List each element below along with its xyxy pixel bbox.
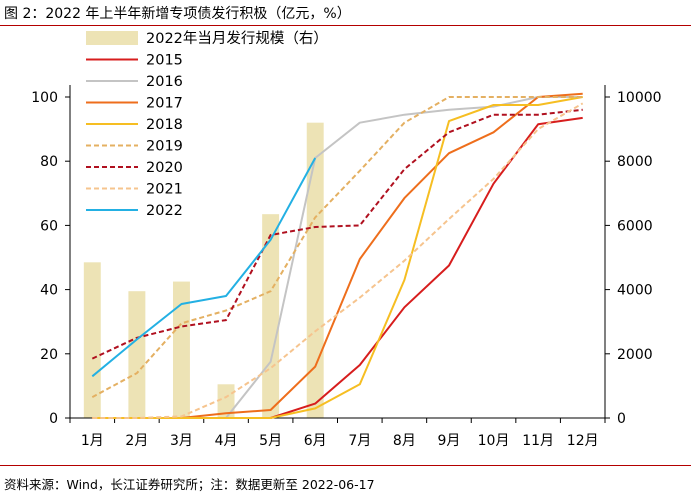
source-note: 资料来源：Wind，长江证券研究所；注：数据更新至 2022-06-17 (4, 477, 375, 492)
x-tick-label: 1月 (81, 433, 104, 449)
y-left-tick-label: 20 (40, 347, 58, 363)
legend-label-bars: 2022年当月发行规模（右） (146, 30, 328, 47)
y-right-tick-label: 6000 (617, 218, 653, 234)
x-tick-label: 2月 (125, 433, 148, 449)
x-tick-label: 5月 (259, 433, 282, 449)
y-left-tick-label: 80 (40, 154, 58, 170)
y-left-tick-label: 0 (49, 411, 58, 427)
x-tick-label: 8月 (393, 433, 416, 449)
series-line-2018 (92, 96, 583, 419)
x-tick-label: 10月 (478, 433, 510, 449)
legend-label-2020: 2020 (146, 160, 183, 176)
axes-layer: 0 20 40 60 80 100 0 2000 4000 6000 8000 10000 1月 2月 3月… (31, 85, 662, 449)
legend-label-2018: 2018 (146, 117, 183, 133)
y-left-tick-label: 40 (40, 283, 58, 299)
source-divider (0, 465, 691, 466)
x-tick-label: 7月 (348, 433, 371, 449)
legend: 2022年当月发行规模（右） 2015 2016 2017 2018 2019 2020 20… (86, 30, 328, 219)
series-line-2021 (92, 102, 584, 419)
y-right-tick-label: 2000 (617, 347, 653, 363)
bar-4月 (217, 384, 235, 418)
bar-1月 (83, 262, 101, 418)
legend-label-2015: 2015 (146, 53, 183, 69)
bar-3月 (172, 281, 190, 418)
x-tick-label: 12月 (567, 433, 599, 449)
legend-label-2021: 2021 (146, 182, 183, 198)
x-tick-label: 6月 (304, 433, 327, 449)
y-left-tick-label: 60 (40, 218, 58, 234)
x-tick-label: 9月 (437, 433, 460, 449)
x-tick-label: 3月 (170, 433, 193, 449)
legend-label-2022: 2022 (146, 203, 183, 219)
title-divider (0, 25, 691, 26)
y-right-tick-label: 10000 (617, 90, 662, 106)
legend-label-2016: 2016 (146, 74, 183, 90)
legend-swatch-bars (86, 31, 138, 45)
y-right-tick-label: 8000 (617, 154, 653, 170)
series-line-2019 (91, 96, 583, 398)
x-tick-label: 11月 (522, 433, 554, 449)
bar-6月 (306, 122, 324, 419)
legend-label-2019: 2019 (146, 139, 183, 155)
x-tick-label: 4月 (215, 433, 238, 449)
y-right-tick-label: 0 (617, 411, 626, 427)
legend-label-2017: 2017 (146, 96, 183, 112)
y-left-tick-label: 100 (31, 90, 58, 106)
chart-title: 图 2：2022 年上半年新增专项债发行积极（亿元，%） (4, 6, 351, 22)
series-line-2022 (91, 157, 317, 378)
bar-2月 (128, 291, 146, 418)
lines-layer (91, 92, 584, 419)
y-right-tick-label: 4000 (617, 283, 653, 299)
